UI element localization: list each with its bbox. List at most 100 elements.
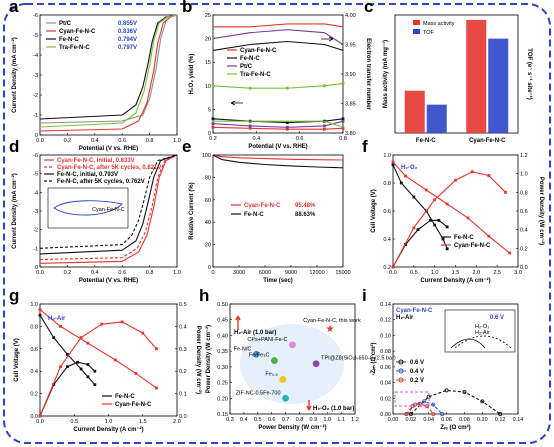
y2-tick-label: 1.0 — [520, 172, 528, 178]
data-point — [271, 357, 278, 364]
y-tick-label: 80 — [205, 175, 211, 181]
data-point — [462, 389, 467, 394]
y-tick-label: -6 — [33, 13, 38, 19]
series-line — [39, 154, 178, 249]
y-tick-label: 0.00 — [380, 412, 391, 418]
series-line — [39, 14, 178, 120]
x-tick-label: 0.02 — [405, 417, 416, 423]
panel-letter: i — [362, 286, 367, 305]
x-tick-label: 0.5 — [410, 270, 418, 276]
y2-tick-label: 3.90 — [345, 72, 356, 78]
legend-value: 0.794V — [118, 37, 137, 43]
electron-number-line — [213, 23, 344, 28]
panel-letter: g — [9, 286, 19, 305]
inset-label: Cyan-Fe-N-C — [92, 207, 125, 213]
x-tick-label: 6000 — [259, 270, 271, 276]
data-point — [341, 126, 345, 130]
inset-title: 0.6 V — [490, 315, 504, 321]
legend-value: 0.855V — [118, 21, 137, 27]
data-point — [66, 365, 69, 369]
data-point — [155, 386, 158, 390]
data-point — [93, 383, 97, 387]
arrow-right-icon — [321, 36, 334, 42]
y2-tick-label: 0.1 — [179, 392, 187, 398]
x-tick-label: 0.8 — [146, 270, 154, 276]
legend-label: Fe-N-C — [59, 37, 79, 43]
x-tick-label: 0.7 — [282, 417, 290, 423]
data-point — [487, 234, 491, 238]
y-tick-label: 20 — [205, 37, 211, 43]
legend-label: Fe-N-C — [244, 212, 264, 218]
data-point — [466, 216, 470, 220]
data-point — [391, 163, 395, 167]
series-line — [392, 171, 506, 268]
data-point — [141, 331, 145, 335]
y-axis-title: H₂-Air (1.0 bar) — [234, 330, 276, 336]
x-tick-label: 1.2 — [351, 417, 359, 423]
data-point — [437, 218, 441, 222]
legend-label: TOF — [423, 30, 435, 36]
legend-label: Cyan-Fe-N-C — [454, 243, 491, 249]
inset-legend: H₂-Air — [475, 330, 490, 336]
data-point — [391, 160, 395, 164]
arrow-left-icon — [230, 100, 243, 106]
y-tick-label: 0.14 — [380, 302, 391, 308]
y-tick-label: 0.04 — [380, 381, 391, 387]
data-point — [59, 365, 62, 369]
data-point — [412, 195, 416, 199]
data-point — [440, 411, 445, 416]
x-tick-label: 0.6 — [296, 136, 304, 142]
data-point — [480, 399, 485, 404]
y-tick-label: -1 — [33, 113, 38, 119]
data-point — [248, 86, 252, 90]
y-tick-label: 0.4 — [30, 369, 38, 375]
data-point — [38, 308, 42, 311]
data-point — [134, 372, 138, 375]
y-tick-label: 40 — [205, 220, 211, 226]
data-point — [323, 127, 326, 131]
y-tick-label: 0.25 — [217, 381, 228, 387]
data-point — [422, 399, 427, 404]
y-tick-label: -4 — [33, 53, 38, 59]
panel-b: b 0.2 0.4 0.6 0.8 0 5 10 15 20 25 3.80 3.85 3.90 3.95 4… — [182, 0, 371, 150]
legend-swatch — [413, 20, 420, 25]
panel-letter: c — [364, 0, 373, 16]
data-point — [252, 350, 260, 358]
inset-nyquist — [444, 309, 516, 353]
y2-tick-label: 0.4 — [179, 324, 187, 330]
data-point — [76, 360, 80, 364]
y-tick-label: -1 — [33, 246, 38, 252]
legend-label: Fe-N-C, after 5K cycles, 0.762V — [57, 179, 145, 185]
series-line — [392, 164, 448, 250]
data-point — [391, 265, 395, 269]
legend-label: Cyan-Fe-N-C, initial, 0.833V — [57, 158, 135, 164]
x-tick-label: 0.8 — [296, 417, 304, 423]
y2-tick-label: 0.0 — [179, 414, 187, 420]
data-point — [508, 251, 512, 255]
star-icon: ★ — [326, 324, 335, 335]
panel-title: H₂-Air — [48, 316, 66, 322]
panel-d: d 0.0 0.2 0.4 0.6 0.8 1.0 0 -1 -2 -3 -4 -5 -6 Cyan-Fe-… — [9, 137, 181, 284]
series-line — [212, 154, 344, 161]
y-tick-label: -3 — [33, 209, 38, 215]
bar-tof — [488, 38, 509, 133]
point-label: Fe₀.₅ — [265, 371, 277, 377]
data-point — [408, 411, 413, 416]
data-point — [470, 170, 474, 174]
figure-frame — [3, 3, 551, 444]
y-tick-label: -5 — [33, 172, 38, 178]
y-axis-label: -Zᵢₘ (Ω cm²) — [370, 342, 377, 375]
legend-label: Cyan-Fe-N-C — [59, 29, 96, 35]
x-tick-label: 1.0 — [173, 270, 181, 276]
y-tick-label: 0.08 — [380, 349, 391, 355]
y2-axis-label: Electron transfer number — [365, 38, 371, 110]
electron-number-line — [213, 120, 344, 128]
y-tick-label: 0.40 — [217, 333, 228, 339]
legend-label: Fe-N-C — [454, 235, 474, 241]
y2-axis-label: TOF (e⁻ s⁻¹ site⁻¹) — [526, 48, 533, 99]
data-point — [429, 218, 432, 222]
bar-mass-activity — [466, 19, 487, 134]
data-point — [248, 126, 252, 130]
y-tick-label: 15 — [205, 60, 211, 66]
